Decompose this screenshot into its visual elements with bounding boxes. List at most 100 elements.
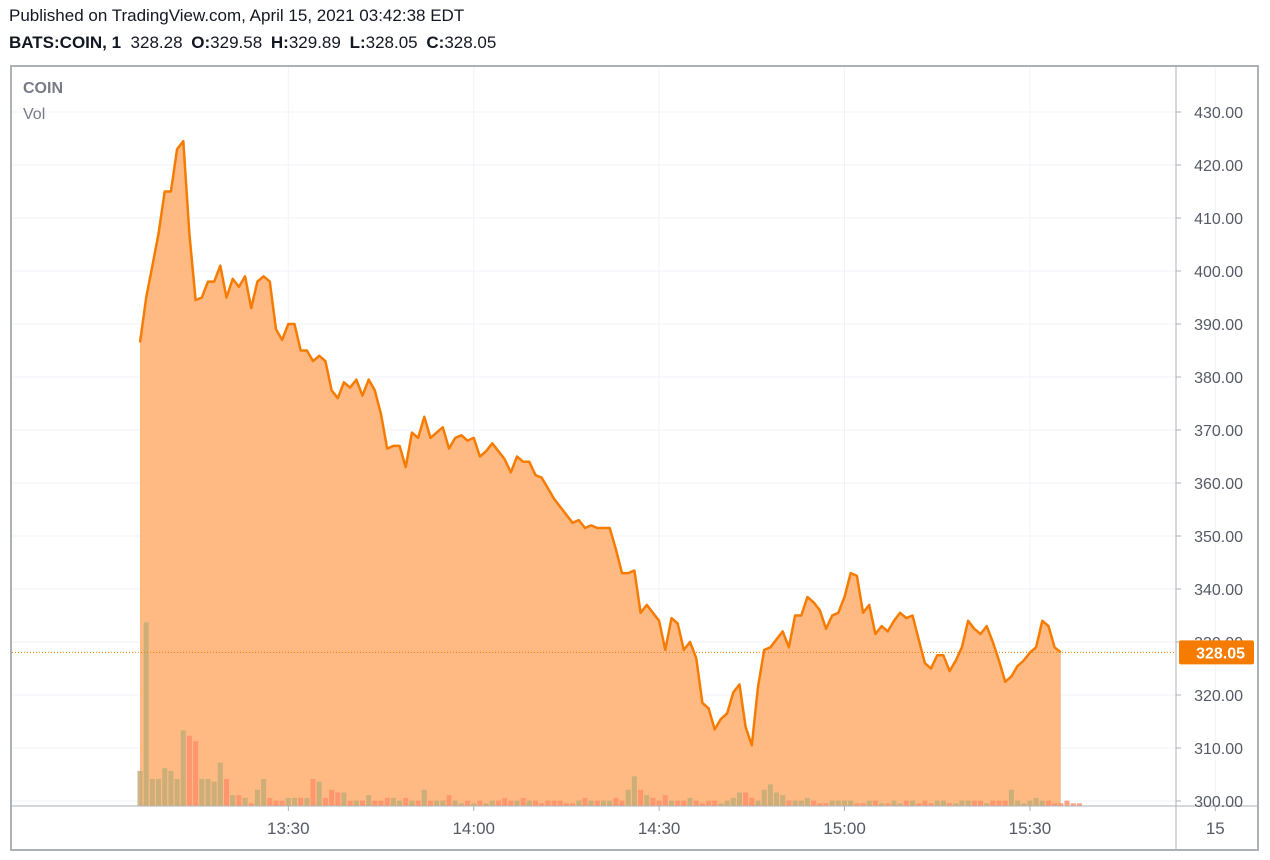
volume-bar bbox=[879, 803, 885, 806]
volume-bar bbox=[804, 797, 810, 806]
price-tick-label: 310.00 bbox=[1194, 741, 1243, 758]
volume-bar bbox=[916, 803, 922, 806]
price-tick-label: 350.00 bbox=[1194, 529, 1243, 546]
volume-bar bbox=[174, 779, 180, 806]
volume-bar bbox=[780, 795, 786, 806]
time-axis[interactable]: 13:30 14:00 14:30 15:00 15:30 15 bbox=[267, 806, 1225, 838]
volume-bar bbox=[508, 800, 514, 806]
volume-bar bbox=[1076, 803, 1082, 806]
volume-bar bbox=[162, 768, 168, 806]
volume-bar bbox=[792, 800, 798, 806]
volume-bar bbox=[211, 781, 217, 806]
volume-bar bbox=[619, 800, 625, 806]
open-label: O: bbox=[191, 33, 211, 52]
volume-bar bbox=[440, 800, 446, 806]
volume-bar bbox=[848, 800, 854, 806]
volume-bar bbox=[675, 800, 681, 806]
volume-bar bbox=[428, 800, 433, 806]
volume-bar bbox=[965, 800, 971, 806]
volume-bar bbox=[842, 800, 847, 806]
volume-bar bbox=[143, 622, 149, 806]
volume-bar bbox=[1021, 803, 1027, 806]
volume-bar bbox=[341, 792, 347, 806]
price-axis[interactable]: 430.00 420.00 410.00 400.00 390.00 380.00 370.… bbox=[1176, 105, 1243, 811]
volume-bar bbox=[953, 803, 959, 806]
volume-bar bbox=[625, 789, 631, 806]
high-value: 329.89 bbox=[288, 33, 341, 52]
volume-bar bbox=[168, 770, 174, 806]
legend-symbol: COIN bbox=[23, 80, 63, 97]
volume-bar bbox=[267, 797, 273, 806]
volume-bar bbox=[984, 803, 990, 806]
volume-bar bbox=[928, 803, 934, 806]
volume-bar bbox=[724, 800, 730, 806]
volume-bar bbox=[563, 803, 569, 806]
volume-bar bbox=[224, 779, 229, 806]
last-price-marker: 328.05 bbox=[1179, 640, 1254, 665]
volume-bar bbox=[421, 789, 427, 806]
volume-bar bbox=[1002, 800, 1008, 806]
volume-bar bbox=[236, 795, 242, 806]
volume-bar bbox=[693, 800, 699, 806]
volume-bar bbox=[329, 789, 335, 806]
last-price-badge bbox=[1179, 640, 1254, 665]
volume-bar bbox=[959, 800, 965, 806]
volume-bar bbox=[1046, 800, 1051, 806]
price-tick-label: 420.00 bbox=[1194, 158, 1243, 175]
volume-bar bbox=[366, 795, 372, 806]
volume-bar bbox=[613, 797, 619, 806]
volume-bar bbox=[248, 803, 254, 806]
volume-bar bbox=[360, 800, 365, 806]
volume-bar bbox=[786, 800, 792, 806]
volume-bar bbox=[767, 784, 773, 806]
volume-bar bbox=[761, 789, 767, 806]
price-tick-label: 340.00 bbox=[1194, 582, 1243, 599]
volume-bar bbox=[526, 800, 532, 806]
volume-bar bbox=[656, 800, 662, 806]
time-tick-label: 13:30 bbox=[267, 819, 310, 838]
last-value: 328.28 bbox=[130, 33, 183, 52]
price-tick-label: 430.00 bbox=[1194, 105, 1243, 122]
price-tick-label: 410.00 bbox=[1194, 211, 1243, 228]
volume-bar bbox=[650, 797, 656, 806]
price-tick-label: 360.00 bbox=[1194, 476, 1243, 493]
volume-bar bbox=[465, 800, 470, 806]
volume-bar bbox=[514, 800, 520, 806]
volume-bar bbox=[829, 800, 835, 806]
volume-bar bbox=[322, 797, 328, 806]
open-value: 329.58 bbox=[210, 33, 263, 52]
volume-bar bbox=[662, 795, 668, 806]
volume-bar bbox=[335, 792, 341, 806]
volume-bar bbox=[570, 803, 576, 806]
volume-bar bbox=[687, 797, 693, 806]
ohlc-bar: BATS:COIN, 1 328.28 O:329.58 H:329.89 L:… bbox=[9, 33, 500, 53]
price-tick-label: 300.00 bbox=[1194, 794, 1243, 811]
volume-bar bbox=[434, 800, 440, 806]
volume-bar bbox=[588, 800, 594, 806]
volume-bar bbox=[712, 800, 718, 806]
volume-bar bbox=[304, 797, 310, 806]
time-tick-label: 15:30 bbox=[1009, 819, 1052, 838]
price-tick-label: 390.00 bbox=[1194, 317, 1243, 334]
volume-bar bbox=[644, 795, 650, 806]
volume-bar bbox=[489, 800, 495, 806]
volume-bar bbox=[576, 800, 582, 806]
time-tick-label: 15 bbox=[1206, 819, 1225, 838]
low-value: 328.05 bbox=[365, 33, 418, 52]
close-value: 328.05 bbox=[444, 33, 497, 52]
volume-bar bbox=[910, 800, 915, 806]
time-tick-label: 14:00 bbox=[452, 819, 495, 838]
volume-bar bbox=[1015, 800, 1021, 806]
volume-bar bbox=[458, 803, 464, 806]
volume-bar bbox=[477, 800, 483, 806]
price-tick-label: 370.00 bbox=[1194, 423, 1243, 440]
volume-bar bbox=[631, 776, 637, 806]
volume-bar bbox=[217, 762, 223, 806]
volume-bar bbox=[137, 770, 143, 806]
volume-bar bbox=[193, 741, 199, 806]
volume-bar bbox=[495, 800, 501, 806]
time-tick-label: 14:30 bbox=[638, 819, 681, 838]
volume-bar bbox=[1008, 789, 1014, 806]
volume-bar bbox=[298, 797, 304, 806]
